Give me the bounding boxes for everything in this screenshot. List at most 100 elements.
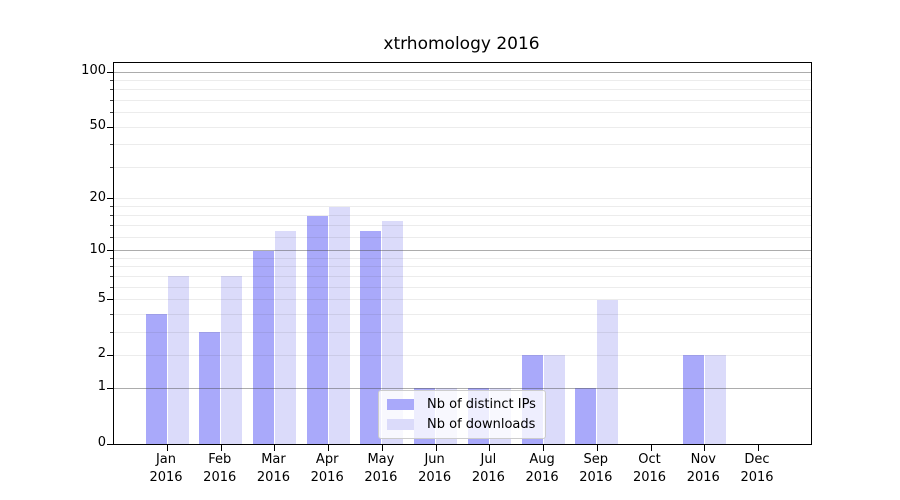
- legend-label: Nb of distinct IPs: [427, 397, 536, 412]
- gridline-y-100: [114, 71, 811, 73]
- gridline-y-10: [114, 250, 811, 252]
- x-tick-jun: [435, 445, 437, 451]
- x-tick-label-may: May 2016: [364, 452, 398, 485]
- y-tick-50: [107, 126, 113, 128]
- y-tick-label-0: 0: [97, 435, 106, 450]
- bar-jan-distinct-ips: [145, 314, 167, 444]
- bar-apr-downloads: [328, 206, 350, 444]
- y-axis-labels: 100 50 20 10 5 2 1 0: [56, 62, 106, 450]
- gridline-y-minor-60: [114, 112, 811, 114]
- y-minor-tick-16: [110, 215, 113, 217]
- x-tick-apr: [328, 445, 330, 451]
- y-minor-tick-30: [110, 166, 113, 168]
- y-minor-tick-80: [110, 89, 113, 91]
- y-tick-10: [107, 250, 113, 252]
- x-tick-label-nov: Nov 2016: [686, 452, 720, 485]
- y-minor-tick-12: [110, 236, 113, 238]
- legend-swatch-icon: [387, 419, 414, 430]
- bar-sep-distinct-ips: [575, 388, 597, 444]
- x-axis-labels: Jan 2016 Feb 2016 Mar 2016 Apr 2016 May 2016 Jun 20…: [113, 451, 810, 493]
- gridline-y-5: [114, 299, 811, 301]
- gridline-y-50: [114, 126, 811, 128]
- x-tick-may: [381, 445, 383, 451]
- x-tick-label-sep: Sep 2016: [579, 452, 613, 485]
- gridline-y-minor-12: [114, 236, 811, 238]
- bar-nov-distinct-ips: [682, 355, 704, 444]
- bar-mar-distinct-ips: [252, 250, 274, 444]
- x-tick-label-aug: Aug 2016: [525, 452, 559, 485]
- gridline-y-minor-14: [114, 225, 811, 227]
- bar-mar-downloads: [274, 231, 296, 444]
- y-minor-tick-6: [110, 286, 113, 288]
- y-minor-tick-60: [110, 112, 113, 114]
- y-tick-1: [107, 387, 113, 389]
- legend-label: Nb of downloads: [427, 417, 536, 432]
- y-tick-label-5: 5: [97, 290, 106, 306]
- x-tick-label-feb: Feb 2016: [203, 452, 237, 485]
- x-tick-label-oct: Oct 2016: [632, 452, 667, 485]
- y-tick-5: [107, 299, 113, 301]
- gridline-y-minor-4: [114, 313, 811, 315]
- y-minor-tick-9: [110, 257, 113, 259]
- gridline-y-minor-40: [114, 144, 811, 146]
- y-minor-tick-14: [110, 225, 113, 227]
- x-tick-label-jan: Jan 2016: [149, 452, 183, 485]
- y-tick-label-10: 10: [89, 241, 106, 257]
- x-tick-label-jun: Jun 2016: [418, 452, 452, 485]
- legend: Nb of distinct IPs Nb of downloads: [378, 390, 546, 439]
- y-minor-tick-8: [110, 266, 113, 268]
- y-minor-tick-90: [110, 79, 113, 81]
- y-tick-label-100: 100: [81, 63, 106, 79]
- gridline-y-minor-80: [114, 89, 811, 91]
- gridline-y-minor-7: [114, 275, 811, 277]
- y-tick-2: [107, 354, 113, 356]
- gridline-y-minor-16: [114, 215, 811, 217]
- legend-swatch-icon: [387, 399, 414, 410]
- y-tick-20: [107, 198, 113, 200]
- gridline-y-minor-6: [114, 286, 811, 288]
- x-tick-nov: [704, 445, 706, 451]
- gridline-y-minor-90: [114, 79, 811, 81]
- bar-sep-downloads: [597, 299, 619, 444]
- x-tick-jul: [489, 445, 491, 451]
- x-tick-oct: [650, 445, 652, 451]
- legend-row-distinct-ips: Nb of distinct IPs: [387, 396, 536, 413]
- x-tick-aug: [543, 445, 545, 451]
- y-minor-tick-4: [110, 313, 113, 315]
- bar-may-downloads: [382, 220, 404, 444]
- y-tick-label-50: 50: [89, 118, 106, 134]
- x-tick-label-apr: Apr 2016: [310, 452, 344, 485]
- gridline-y-20: [114, 198, 811, 200]
- x-tick-dec: [757, 445, 759, 451]
- y-tick-label-1: 1: [97, 379, 106, 395]
- gridline-y-minor-8: [114, 266, 811, 268]
- y-tick-100: [107, 71, 113, 73]
- y-minor-tick-7: [110, 275, 113, 277]
- bar-aug-downloads: [543, 355, 565, 444]
- plot-area: Nb of distinct IPs Nb of downloads: [107, 62, 812, 451]
- x-tick-label-dec: Dec 2016: [740, 452, 774, 485]
- x-tick-jan: [167, 445, 168, 451]
- gridline-y-minor-9: [114, 257, 811, 259]
- bar-feb-distinct-ips: [199, 332, 221, 444]
- y-minor-tick-40: [110, 144, 113, 146]
- chart-title: xtrhomology 2016: [383, 34, 540, 54]
- y-tick-label-20: 20: [89, 189, 106, 205]
- gridline-y-minor-30: [114, 166, 811, 168]
- y-tick-0: [107, 443, 113, 445]
- y-tick-label-2: 2: [97, 346, 106, 362]
- y-minor-tick-70: [110, 99, 113, 101]
- x-tick-sep: [596, 445, 598, 451]
- bar-feb-downloads: [221, 276, 243, 444]
- gridline-y-minor-18: [114, 206, 811, 208]
- bar-jan-downloads: [167, 276, 189, 444]
- x-tick-feb: [220, 445, 222, 451]
- bar-may-distinct-ips: [360, 231, 382, 444]
- y-minor-tick-3: [110, 331, 113, 333]
- legend-row-downloads: Nb of downloads: [387, 416, 536, 433]
- x-tick-label-jul: Jul 2016: [471, 452, 505, 485]
- x-tick-label-mar: Mar 2016: [256, 452, 290, 485]
- bar-nov-downloads: [704, 355, 726, 444]
- bar-apr-distinct-ips: [306, 215, 328, 444]
